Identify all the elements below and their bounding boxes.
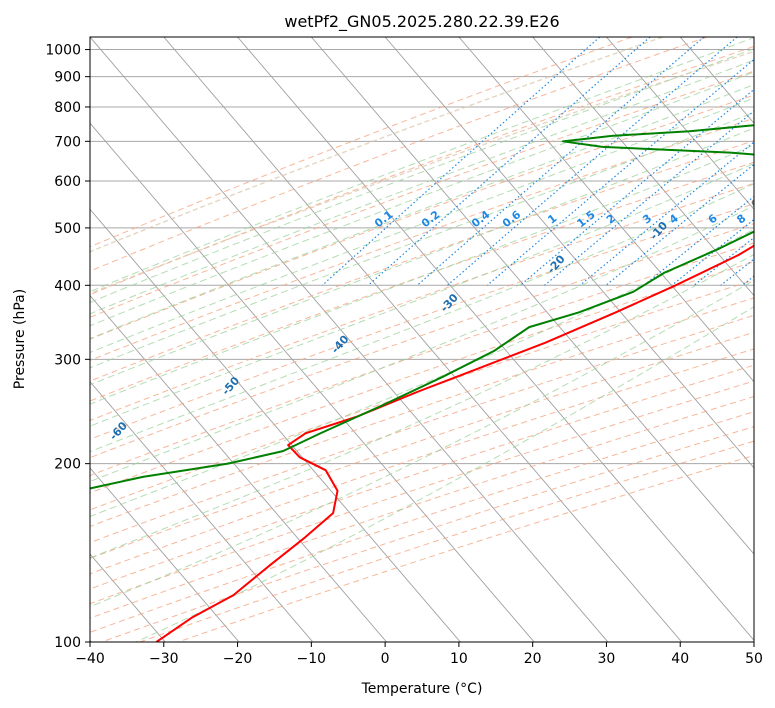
moist-adiabat-line <box>135 306 754 642</box>
dry-adiabat-line <box>90 70 754 318</box>
moist-adiabat-line <box>90 111 754 369</box>
dry-adiabat-line <box>90 203 754 440</box>
x-tick-label: 0 <box>381 651 390 667</box>
dry-adiabat-line <box>90 395 754 619</box>
reference-curve <box>90 50 754 295</box>
mixing-ratio-line <box>367 37 651 286</box>
dry-adiabat-line <box>90 140 754 382</box>
y-tick-label: 900 <box>54 70 81 86</box>
y-tick-label: 100 <box>54 635 81 651</box>
isotherm-line <box>90 122 535 642</box>
dry-adiabat-line <box>90 297 754 527</box>
dry-adiabat-line <box>90 117 754 362</box>
temperature-profile-line <box>155 244 754 642</box>
dry-adiabat-line <box>90 37 633 248</box>
dry-adiabat-line <box>90 331 754 559</box>
x-axis-title: Temperature (°C) <box>361 681 483 697</box>
moist-adiabat-line <box>90 84 754 340</box>
isotherm-line <box>237 37 754 641</box>
isotherm-line <box>310 37 754 555</box>
isotherm-line <box>90 467 240 642</box>
x-tick-label: −30 <box>149 651 179 667</box>
y-tick-label: 500 <box>54 221 81 237</box>
profile-lines <box>90 124 754 642</box>
isotherm-line <box>384 37 754 469</box>
isotherm-line <box>90 37 609 642</box>
x-tick-label: 30 <box>598 651 616 667</box>
y-tick-label: 600 <box>54 174 81 190</box>
moist-adiabat-line <box>90 59 754 315</box>
moist-adiabat-line <box>90 37 754 293</box>
x-tick-label: 10 <box>450 651 468 667</box>
background-lines <box>90 37 754 642</box>
dry-adiabat-line <box>90 261 754 494</box>
mixing-ratio-line <box>605 163 754 286</box>
y-tick-label: 400 <box>54 278 81 294</box>
x-tick-label: −10 <box>297 651 327 667</box>
moist-adiabat-line <box>90 183 754 453</box>
x-tick-label: −20 <box>223 651 253 667</box>
mixing-ratio-line <box>544 110 754 286</box>
reference-curve <box>90 37 664 253</box>
moist-adiabat-line <box>90 253 754 559</box>
isotherm-line <box>532 37 754 297</box>
moist-adiabat-line <box>90 127 754 386</box>
moist-adiabat-line <box>90 48 754 303</box>
isotherm-line <box>90 381 314 642</box>
y-tick-label: 300 <box>54 352 81 368</box>
x-tick-label: 20 <box>524 651 542 667</box>
y-tick-label: 200 <box>54 457 81 473</box>
y-tick-label: 1000 <box>45 43 81 59</box>
isotherm-line <box>163 37 683 642</box>
isotherm-line <box>90 208 461 642</box>
y-tick-label: 800 <box>54 100 81 116</box>
dry-adiabat-line <box>90 242 754 477</box>
dry-adiabat-line <box>90 182 754 421</box>
plot-frame <box>89 36 755 643</box>
y-axis: 100 200 300 400 500 600 700 800 900 1000 <box>45 43 90 651</box>
x-tick-label: −40 <box>75 651 105 667</box>
dry-adiabat-line <box>90 94 754 340</box>
moist-adiabat-line <box>90 162 754 427</box>
moist-adiabat-line <box>90 97 754 354</box>
x-tick-label: 50 <box>745 651 763 667</box>
dry-adiabat-line <box>90 161 754 402</box>
x-axis: −40 −30 −20 −10 0 10 20 30 40 50 <box>75 642 763 667</box>
y-axis-title: Pressure (hPa) <box>12 289 28 389</box>
mixing-ratio-line <box>321 37 601 286</box>
chart-title: wetPf2_GN05.2025.280.22.39.E26 <box>284 12 559 32</box>
mixing-ratio-line <box>519 88 754 286</box>
y-tick-label: 700 <box>54 134 81 150</box>
x-tick-label: 40 <box>671 651 689 667</box>
dry-adiabat-label: 0 <box>749 196 764 211</box>
moist-adiabat-line <box>90 144 754 405</box>
isotherm-line <box>606 37 754 211</box>
moist-adiabat-line <box>90 228 754 518</box>
dry-adiabat-line <box>90 380 754 605</box>
